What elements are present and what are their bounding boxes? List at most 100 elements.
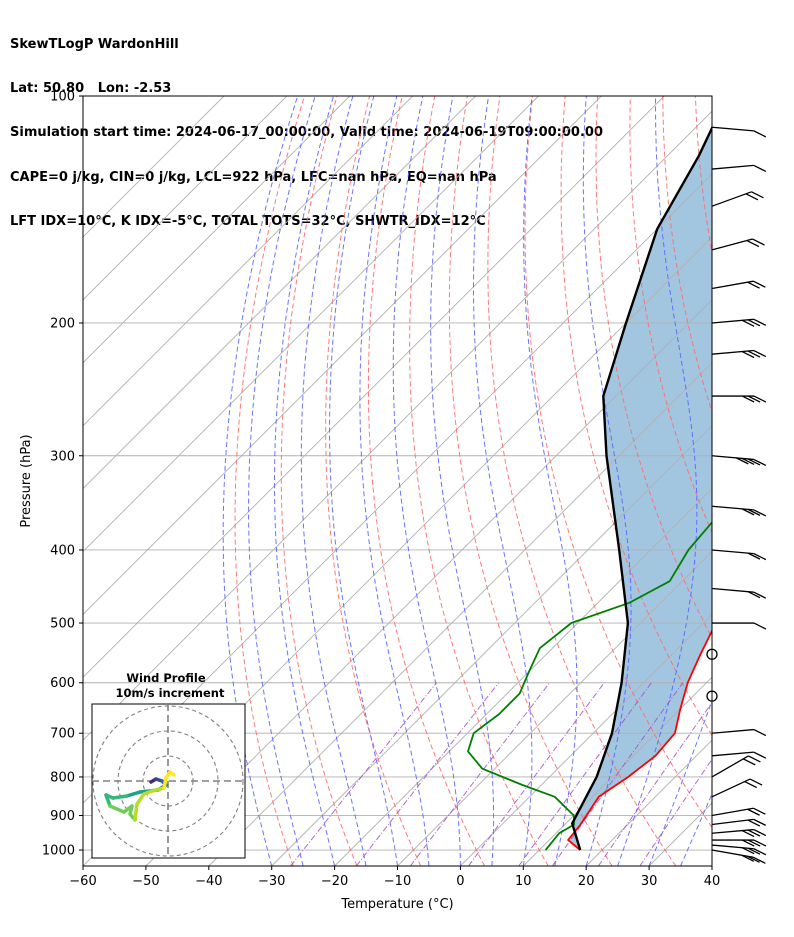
y-tick-label: 300 (50, 449, 75, 464)
chart-header: SkewTLogP WardonHill Lat: 50.80 Lon: -2.… (10, 8, 603, 245)
barb-shaft (711, 191, 752, 207)
barb-feather (753, 848, 767, 856)
barb-feather (747, 552, 761, 560)
barb-shaft (711, 778, 751, 798)
barb-shaft (711, 280, 754, 290)
barb-feather (752, 238, 765, 246)
isotherm-line (83, 96, 225, 238)
parcel-profile-profile (571, 125, 712, 851)
wind-barb (711, 455, 767, 467)
x-tick-label: 0 (456, 874, 464, 889)
calm-wind-circle (706, 648, 718, 660)
mixing-ratio-line (468, 682, 605, 866)
dry-adiabat (629, 96, 712, 534)
barb-feather (753, 509, 767, 517)
hodograph-segment (135, 792, 146, 806)
wind-barb (711, 828, 767, 838)
isotherm-line (145, 299, 712, 866)
hodograph-segment (125, 790, 142, 798)
barb-feather (747, 591, 761, 599)
moist-adiabat (680, 792, 712, 866)
isotherm-line (397, 550, 712, 866)
barb-feather (741, 830, 755, 838)
barb-shaft (711, 455, 754, 461)
barb-feather (753, 553, 767, 561)
barb-feather (745, 193, 759, 201)
hodograph-subtitle: 10m/s increment (116, 686, 225, 700)
barb-feather (748, 755, 761, 763)
location-line: Lat: 50.80 Lon: -2.53 (10, 80, 172, 96)
barb-feather (747, 808, 760, 816)
wind-barb (711, 807, 766, 817)
barb-feather (741, 839, 755, 847)
barb-shaft (711, 844, 754, 850)
y-tick-label: 500 (50, 617, 75, 632)
isotherm-line (775, 96, 794, 866)
moist-adiabat (523, 96, 578, 866)
moist-adiabat (329, 96, 398, 866)
barb-feather (753, 130, 767, 138)
isotherm-line (83, 96, 539, 553)
x-tick-label: −30 (258, 874, 285, 889)
barb-shaft (711, 505, 754, 511)
barb-feather (749, 778, 763, 786)
y-tick-label: 900 (50, 809, 75, 824)
barb-feather (747, 839, 761, 847)
barb-feather (753, 828, 767, 837)
wind-barb (712, 395, 767, 403)
moist-adiabat (617, 96, 698, 866)
barb-shaft (711, 126, 754, 132)
isotherm-line (460, 613, 712, 866)
y-tick-label: 700 (50, 727, 75, 742)
temperature-profile (567, 628, 712, 851)
hodograph-segment (133, 802, 139, 822)
barb-shaft (711, 807, 754, 817)
index-line: LFT IDX=10°C, K IDX=-5°C, TOTAL TOTS=32°… (10, 214, 486, 230)
barb-feather (753, 458, 767, 467)
x-tick-label: 20 (578, 874, 595, 889)
x-tick-label: 10 (515, 874, 532, 889)
wind-barb (711, 191, 764, 207)
barb-feather (747, 350, 761, 358)
barb-feather (753, 622, 767, 630)
wind-barb (711, 280, 766, 290)
moist-adiabat (711, 864, 712, 866)
x-axis-label: Temperature (°C) (340, 897, 453, 912)
moist-adiabat (648, 698, 712, 866)
barb-feather (744, 780, 758, 789)
barb-feather (741, 350, 755, 359)
dry-adiabat (524, 96, 712, 829)
y-tick-label: 1000 (42, 844, 75, 859)
barb-shaft (711, 238, 753, 251)
x-tick-label: 40 (704, 874, 721, 889)
x-tick-label: −20 (321, 874, 348, 889)
barb-feather (747, 281, 760, 289)
moist-adiabat (248, 96, 316, 866)
moist-adiabat (392, 96, 461, 866)
barb-shaft (711, 349, 754, 355)
x-tick-label: −50 (132, 874, 159, 889)
barb-feather (747, 819, 761, 827)
barb-feather (747, 855, 760, 863)
x-tick-label: 30 (641, 874, 658, 889)
barb-feather (741, 847, 755, 855)
y-tick-label: 400 (50, 543, 75, 558)
wind-barb (711, 751, 767, 759)
wind-barb (711, 238, 765, 251)
barb-shaft (711, 755, 749, 778)
moist-adiabat (274, 96, 336, 866)
wind-barb (711, 728, 767, 737)
barb-feather (746, 239, 760, 248)
mixing-ratio-line (355, 682, 499, 866)
wind-barb (712, 839, 767, 847)
station-title: SkewTLogP WardonHill (10, 36, 179, 52)
barb-feather (753, 751, 767, 759)
barb-feather (753, 591, 767, 599)
barb-feather (751, 191, 764, 199)
hodograph-title: Wind Profile (126, 671, 206, 685)
dry-adiabat (409, 96, 549, 866)
barb-feather (753, 349, 767, 358)
y-tick-label: 200 (50, 316, 75, 331)
mixing-ratio-line (290, 682, 437, 866)
mixing-ratio-line (551, 682, 684, 866)
